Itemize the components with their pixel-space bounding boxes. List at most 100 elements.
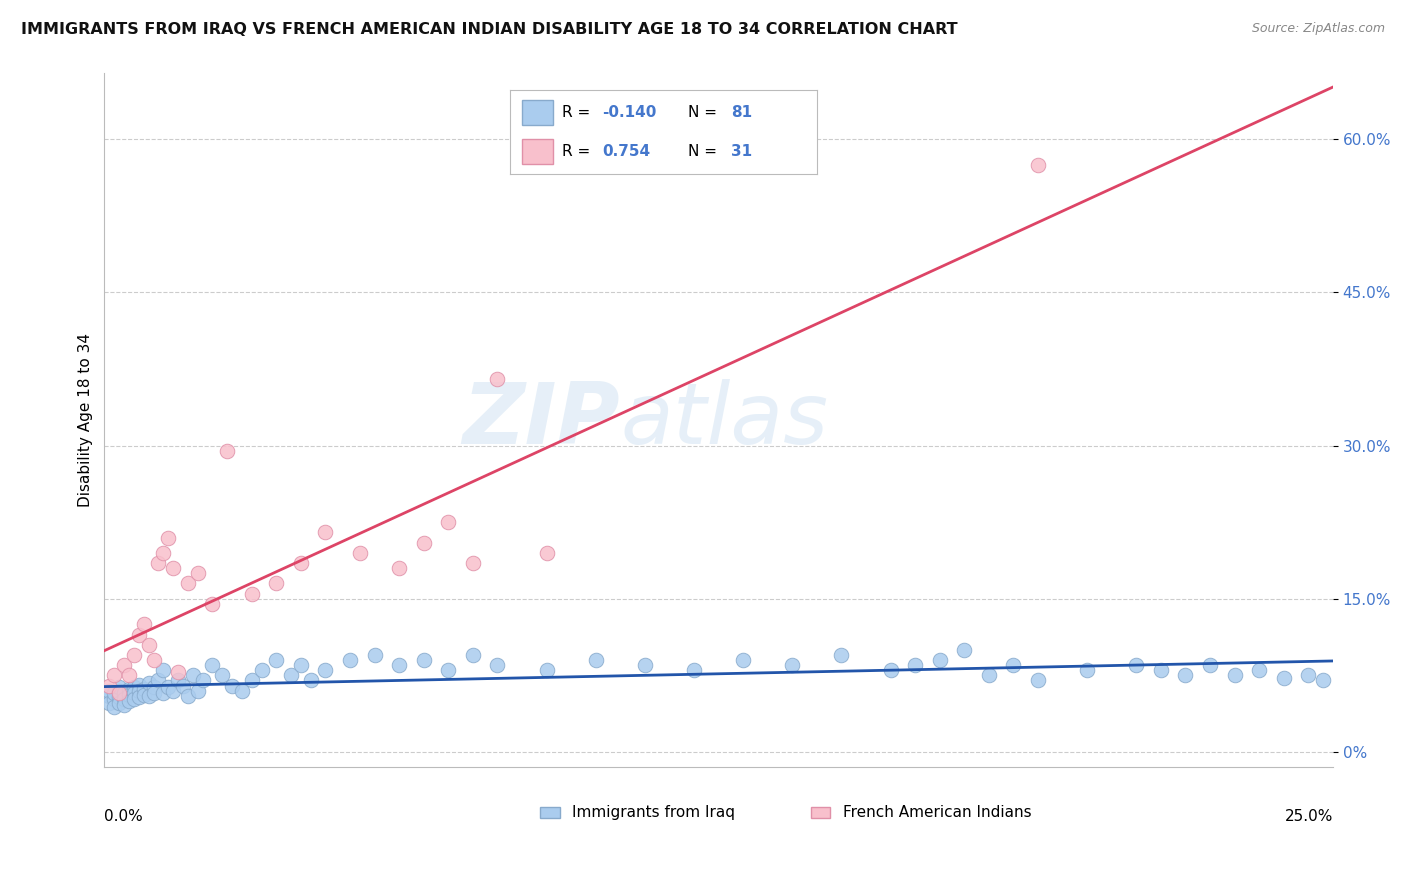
Point: [138, 675, 160, 690]
Point: [266, 576, 288, 591]
Point: [152, 546, 174, 560]
Text: IMMIGRANTS FROM IRAQ VS FRENCH AMERICAN INDIAN DISABILITY AGE 18 TO 34 CORRELATI: IMMIGRANTS FROM IRAQ VS FRENCH AMERICAN …: [21, 22, 957, 37]
Text: Immigrants from Iraq: Immigrants from Iraq: [572, 805, 735, 820]
Point: [128, 677, 150, 691]
Point: [231, 683, 253, 698]
Point: [132, 617, 155, 632]
Point: [437, 515, 460, 529]
Point: [118, 688, 141, 702]
Point: [349, 546, 371, 560]
Point: [177, 576, 200, 591]
Point: [142, 680, 165, 694]
Point: [217, 443, 239, 458]
Point: [98, 696, 121, 710]
Point: [1026, 673, 1049, 688]
Point: [299, 673, 322, 688]
Point: [98, 679, 121, 693]
Point: [108, 686, 131, 700]
Point: [148, 556, 170, 570]
Point: [118, 668, 141, 682]
Point: [201, 658, 224, 673]
Text: French American Indians: French American Indians: [842, 805, 1031, 820]
Point: [339, 653, 361, 667]
Point: [142, 686, 165, 700]
Text: 25.0%: 25.0%: [1285, 809, 1333, 824]
Point: [128, 627, 150, 641]
Y-axis label: Disability Age 18 to 34: Disability Age 18 to 34: [79, 333, 93, 508]
Point: [162, 683, 184, 698]
Point: [201, 597, 224, 611]
Point: [388, 561, 411, 575]
Point: [1312, 673, 1334, 688]
Point: [412, 653, 434, 667]
Point: [103, 686, 125, 700]
Point: [1026, 158, 1049, 172]
Point: [132, 681, 155, 696]
Point: [132, 688, 155, 702]
Point: [122, 680, 145, 694]
Point: [977, 668, 1000, 682]
Point: [388, 658, 411, 673]
Point: [157, 531, 180, 545]
Point: [191, 673, 214, 688]
Point: [138, 638, 160, 652]
Point: [152, 663, 174, 677]
Point: [122, 686, 145, 700]
Point: [782, 658, 804, 673]
Point: [830, 648, 852, 662]
Point: [211, 668, 233, 682]
Point: [363, 648, 385, 662]
Point: [148, 673, 170, 688]
Point: [162, 561, 184, 575]
Point: [585, 653, 607, 667]
Point: [108, 683, 131, 698]
Point: [634, 658, 657, 673]
Point: [152, 686, 174, 700]
Point: [1150, 663, 1173, 677]
Point: [1223, 668, 1246, 682]
Point: [112, 698, 135, 712]
Point: [1002, 658, 1025, 673]
Point: [266, 653, 288, 667]
Point: [181, 668, 204, 682]
Point: [1076, 663, 1098, 677]
Point: [108, 690, 131, 704]
Point: [486, 372, 509, 386]
Point: [290, 658, 312, 673]
Point: [138, 689, 160, 703]
Point: [112, 686, 135, 700]
Point: [412, 535, 434, 549]
Bar: [540, 807, 560, 818]
Point: [315, 525, 337, 540]
Point: [1296, 668, 1319, 682]
Point: [290, 556, 312, 570]
Point: [98, 689, 121, 703]
Point: [103, 700, 125, 714]
Point: [1249, 663, 1271, 677]
Point: [240, 587, 263, 601]
Point: [103, 691, 125, 706]
Text: 0.0%: 0.0%: [104, 809, 143, 824]
Point: [157, 680, 180, 694]
Bar: [811, 807, 831, 818]
Point: [118, 694, 141, 708]
Point: [1272, 672, 1295, 686]
Point: [315, 663, 337, 677]
Point: [112, 658, 135, 673]
Point: [221, 679, 243, 693]
Point: [1125, 658, 1147, 673]
Point: [461, 648, 484, 662]
Point: [122, 648, 145, 662]
Point: [108, 680, 131, 694]
Point: [142, 653, 165, 667]
Point: [928, 653, 950, 667]
Point: [128, 690, 150, 704]
Point: [240, 673, 263, 688]
Point: [98, 683, 121, 698]
Point: [486, 658, 509, 673]
Point: [953, 643, 976, 657]
Point: [103, 668, 125, 682]
Point: [187, 566, 209, 581]
Point: [461, 556, 484, 570]
Point: [112, 691, 135, 706]
